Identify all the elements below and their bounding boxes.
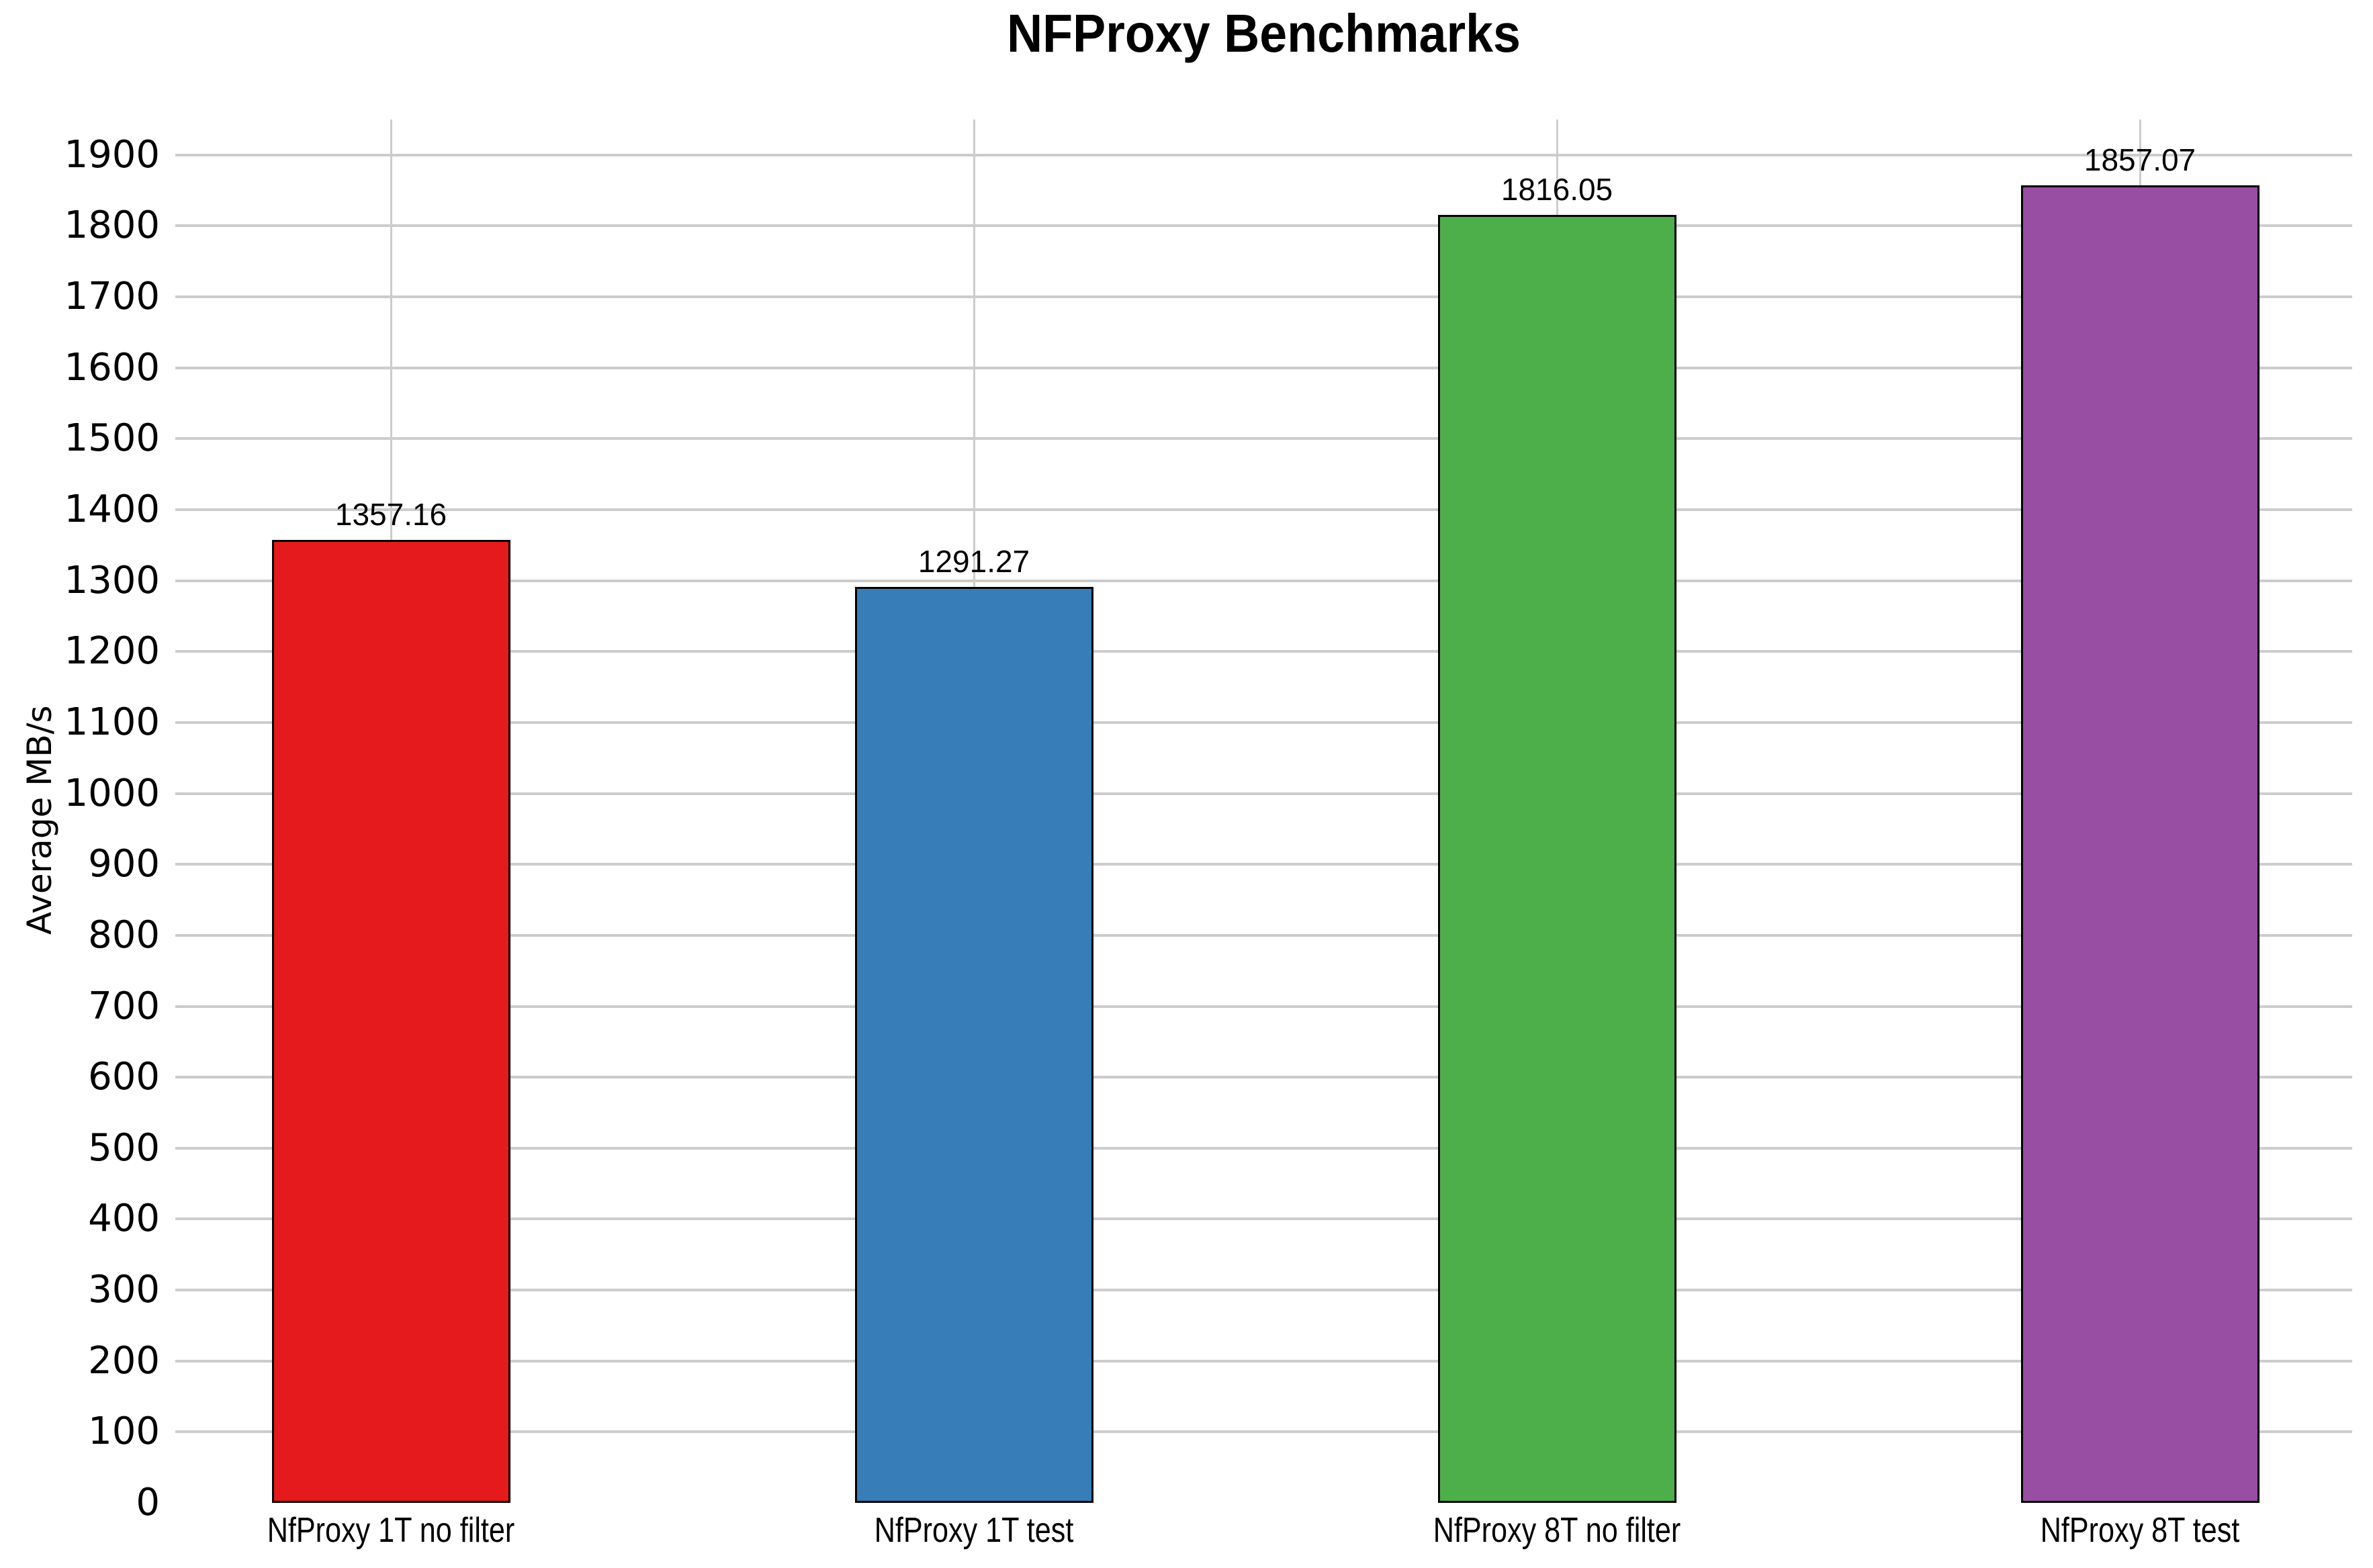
horizontal-gridline <box>175 224 2352 228</box>
x-category-label: NfProxy 1T no filter <box>267 1511 515 1550</box>
y-tick-label: 1700 <box>64 275 160 319</box>
x-category-label: NfProxy 1T test <box>874 1511 1074 1550</box>
horizontal-gridline <box>175 721 2352 724</box>
y-tick-label: 100 <box>88 1410 160 1454</box>
bar-value-label: 1816.05 <box>1501 171 1613 207</box>
horizontal-gridline <box>175 792 2352 795</box>
horizontal-gridline <box>175 1359 2352 1363</box>
bar-3 <box>1437 214 1676 1503</box>
horizontal-gridline <box>175 437 2352 441</box>
horizontal-gridline <box>175 1076 2352 1079</box>
x-category-label: NfProxy 8T test <box>2040 1511 2240 1550</box>
chart-title: NFProxy Benchmarks <box>1007 3 1521 63</box>
bar-value-label: 1857.07 <box>2084 142 2196 178</box>
horizontal-gridline <box>175 1217 2352 1221</box>
bar-value-label: 1291.27 <box>917 543 1030 579</box>
horizontal-gridline <box>175 933 2352 937</box>
bar-value-label: 1357.16 <box>334 497 447 533</box>
y-tick-label: 0 <box>136 1481 160 1524</box>
bar-1 <box>271 540 510 1503</box>
horizontal-gridline <box>175 508 2352 512</box>
y-tick-label: 1400 <box>64 488 160 532</box>
y-tick-label: 400 <box>88 1197 160 1241</box>
horizontal-gridline <box>175 863 2352 866</box>
y-tick-label: 1900 <box>64 132 160 177</box>
horizontal-gridline <box>175 579 2352 582</box>
y-tick-label: 500 <box>88 1125 160 1170</box>
horizontal-gridline <box>175 650 2352 653</box>
horizontal-gridline <box>175 153 2352 156</box>
horizontal-gridline <box>175 295 2352 299</box>
horizontal-gridline <box>175 1289 2352 1292</box>
y-tick-label: 700 <box>88 984 160 1028</box>
horizontal-gridline <box>175 1005 2352 1008</box>
y-tick-label: 600 <box>88 1055 160 1099</box>
y-tick-label: 1500 <box>64 416 160 461</box>
y-tick-label: 1000 <box>64 771 160 815</box>
horizontal-gridline <box>175 366 2352 369</box>
bar-4 <box>2020 185 2259 1503</box>
y-tick-label: 200 <box>88 1338 160 1383</box>
y-tick-label: 1100 <box>64 700 160 744</box>
y-tick-label: 300 <box>88 1268 160 1312</box>
bar-2 <box>854 586 1093 1503</box>
plot-area: 1357.16 1291.27 1816.05 1857.07 <box>175 120 2352 1503</box>
y-tick-label: 900 <box>88 842 160 886</box>
y-tick-label: 1200 <box>64 629 160 674</box>
horizontal-gridline <box>175 1146 2352 1150</box>
y-tick-label: 800 <box>88 913 160 957</box>
y-tick-label: 1600 <box>64 345 160 389</box>
y-tick-label: 1300 <box>64 558 160 602</box>
x-category-label: NfProxy 8T no filter <box>1433 1511 1681 1550</box>
y-tick-label: 1800 <box>64 203 160 248</box>
horizontal-gridline <box>175 1430 2352 1434</box>
